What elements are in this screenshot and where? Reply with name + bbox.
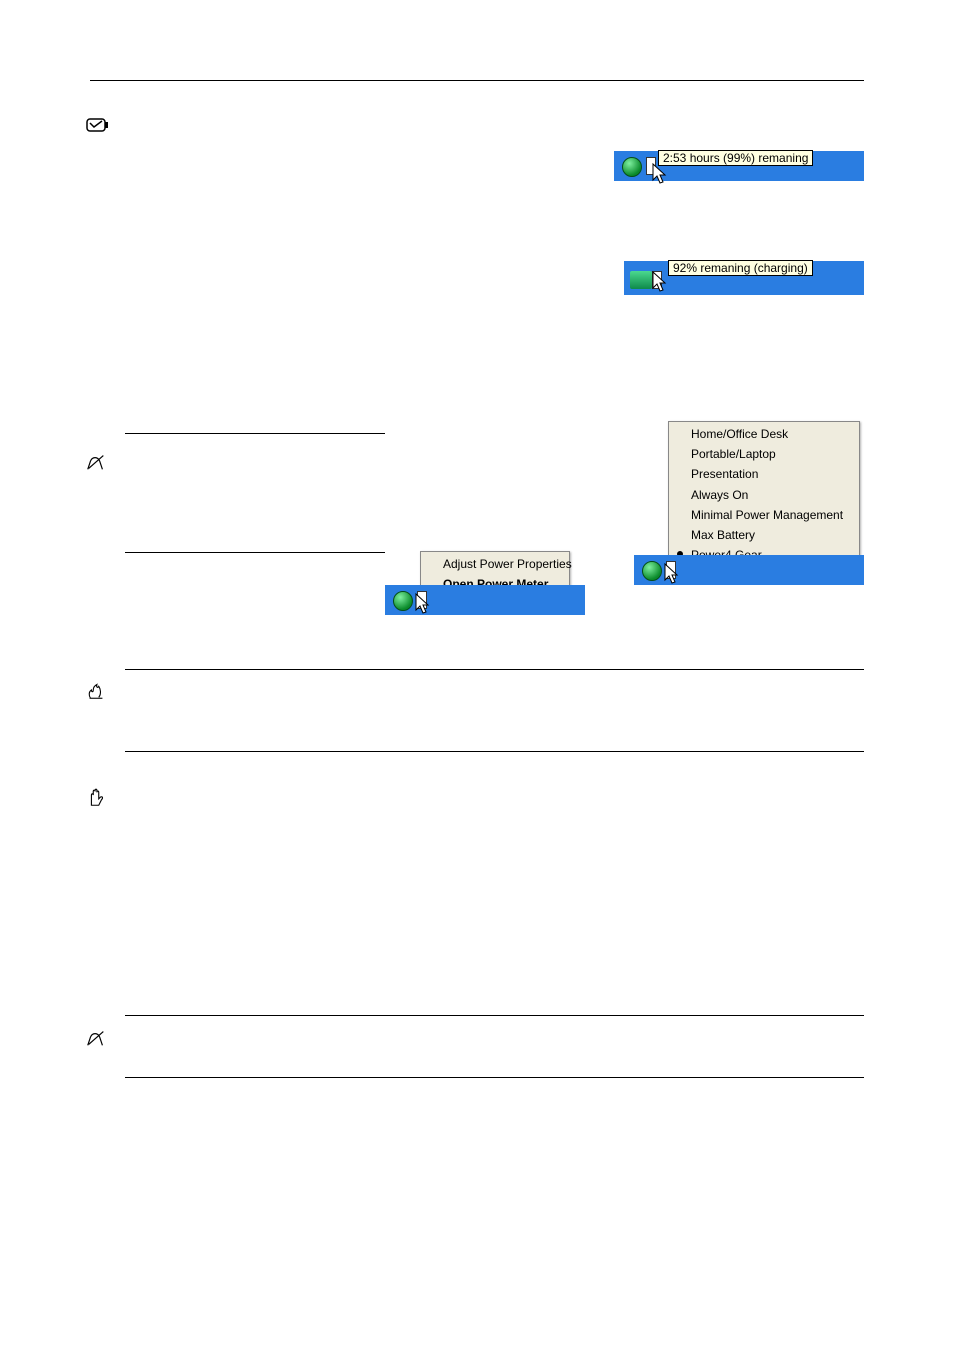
fig3-caption: Right-click the battery icon for sub-men… <box>385 623 575 647</box>
tray-power-icon[interactable] <box>642 561 662 581</box>
menu-item-scheme[interactable]: Presentation <box>673 464 855 484</box>
section2-p1: Before you use your Notebook PC on the r… <box>125 892 864 986</box>
section1-p1: The battery system implements the Smart … <box>125 134 605 247</box>
figure-battery-hover: 2:53 hours (99%) remaning Move your mous… <box>614 151 864 213</box>
top-rule <box>90 80 864 81</box>
fig2-caption: When the AC power is connected, charging… <box>624 303 864 327</box>
taskbar-3 <box>385 585 585 615</box>
cursor-icon <box>664 563 680 585</box>
section1-p2: To check the remaining battery power, mo… <box>125 255 605 312</box>
menu-item-scheme[interactable]: Always On <box>673 485 855 505</box>
menu-item-adjust-power[interactable]: Adjust Power Properties <box>425 554 565 574</box>
pencil-note-icon <box>85 1027 109 1051</box>
battery-icon <box>85 113 109 137</box>
warning-block: WARNING! Suspend-to-RAM (STR) does not l… <box>125 669 864 752</box>
menu-item-scheme[interactable]: Portable/Laptop <box>673 444 855 464</box>
cursor-icon <box>415 593 431 615</box>
menu-item-scheme[interactable]: Minimal Power Management <box>673 505 855 525</box>
taskbar-2: 92% remaning (charging) <box>624 261 864 295</box>
note1-block: NOTE: You will be warned when battery po… <box>125 433 385 553</box>
note3-block: NOTE: The battery stops charging if the … <box>125 1015 864 1079</box>
taskbar-4 <box>634 555 864 585</box>
caution-section: IMPORTANT! Never attempt to remove the b… <box>90 784 864 822</box>
warning-hot-icon <box>85 679 109 703</box>
tray-power-icon[interactable] <box>393 591 413 611</box>
menu-item-label: Always On <box>691 488 748 502</box>
menu-item-label: Home/Office Desk <box>691 427 788 441</box>
tooltip-remaining: 2:53 hours (99%) remaning <box>658 150 813 166</box>
section2-title: Charging the Battery Pack <box>125 869 864 886</box>
section-charging: Charging the Battery Pack Before you use… <box>90 869 864 986</box>
note1-section: NOTE: You will be warned when battery po… <box>90 433 864 607</box>
cursor-icon <box>652 163 668 185</box>
pencil-note-icon <box>85 451 109 475</box>
tray-network-icon[interactable] <box>630 271 652 289</box>
menu-item-label: Max Battery <box>691 528 755 542</box>
tooltip-charging: 92% remaning (charging) <box>668 260 813 276</box>
taskbar-1: 2:53 hours (99%) remaning <box>614 151 864 181</box>
menu-item-label: Portable/Laptop <box>691 447 776 461</box>
menu-item-label: Presentation <box>691 467 758 481</box>
figure-charging-hover: 92% remaning (charging) When the AC powe… <box>624 261 864 327</box>
cursor-icon <box>652 271 668 293</box>
fig1-caption: Move your mouse over the battery icon fo… <box>614 189 864 213</box>
note1-text: NOTE: You will be warned when battery po… <box>125 442 385 536</box>
fig4-caption: Left-click the battery icon for power ma… <box>634 593 864 617</box>
stop-hand-icon <box>85 786 109 810</box>
menu-item-scheme[interactable]: Max Battery <box>673 525 855 545</box>
caution-text: IMPORTANT! Never attempt to remove the b… <box>125 784 864 822</box>
menu-item-scheme[interactable]: Home/Office Desk <box>673 424 855 444</box>
note3-text: NOTE: The battery stops charging if the … <box>125 1024 864 1062</box>
warning-text: WARNING! Suspend-to-RAM (STR) does not l… <box>125 678 864 735</box>
menu-item-label: Minimal Power Management <box>691 508 843 522</box>
context-menu-power-schemes[interactable]: Home/Office Desk Portable/Laptop Presentat… <box>668 421 860 568</box>
note3-section: NOTE: The battery stops charging if the … <box>90 1015 864 1079</box>
tray-power-icon[interactable] <box>622 157 642 177</box>
section-checking-battery: Checking Battery Power The battery syste… <box>90 111 864 421</box>
warning-section: WARNING! Suspend-to-RAM (STR) does not l… <box>90 669 864 752</box>
section1-title: Checking Battery Power <box>125 111 864 128</box>
